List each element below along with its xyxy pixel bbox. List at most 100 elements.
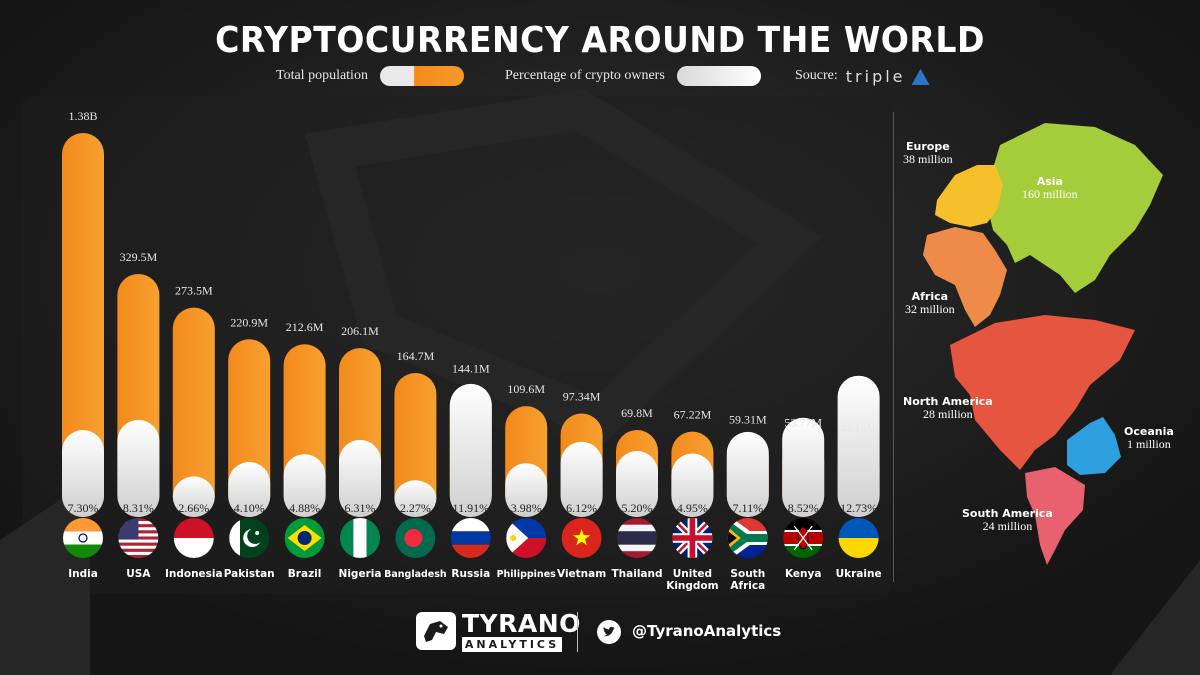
crypto-bar-ukraine xyxy=(837,375,880,517)
population-bar-india xyxy=(62,133,104,517)
russia-flag-icon xyxy=(450,518,491,558)
region-south-america-value: 24 million xyxy=(982,519,1033,533)
region-north-america-name: North America xyxy=(903,395,993,408)
india-flag-icon xyxy=(63,518,103,558)
region-south-america: South America 24 million xyxy=(962,507,1053,533)
crypto-bar-pakistan xyxy=(228,462,271,517)
category-label-ukraine: Ukraine xyxy=(836,568,882,580)
divider xyxy=(893,112,894,582)
crypto-label-south-africa: 7.11% xyxy=(733,501,764,515)
legend-crypto: Percentage of crypto owners xyxy=(505,64,761,88)
twitter-handle[interactable]: @TyranoAnalytics xyxy=(632,622,782,640)
region-south-america-name: South America xyxy=(962,507,1053,520)
bar-chart: 1.38B 7.30% India 329.5M 8.31% USA 273.5M 2.66%… xyxy=(62,109,882,592)
category-label-south-africa: South Africa xyxy=(730,568,765,592)
brazil-flag-icon xyxy=(284,518,325,558)
category-label-russia: Russia xyxy=(451,568,490,580)
nigeria-flag-icon xyxy=(340,518,380,558)
north-america-shape xyxy=(950,315,1135,470)
region-asia: Asia 160 million xyxy=(1022,175,1078,201)
crypto-label-united-kingdom: 4.95% xyxy=(677,501,708,515)
population-label-vietnam: 97.34M xyxy=(563,390,601,404)
south-america-shape xyxy=(1025,467,1085,565)
population-label-pakistan: 220.9M xyxy=(230,315,268,329)
brand-subtitle: ANALYTICS xyxy=(462,637,562,652)
region-asia-value: 160 million xyxy=(1022,187,1078,201)
region-africa: Africa 32 million xyxy=(905,290,955,316)
crypto-bar-india xyxy=(62,430,104,517)
region-africa-name: Africa xyxy=(911,290,949,303)
usa-flag-icon xyxy=(118,518,159,558)
crypto-label-indonesia: 2.66% xyxy=(178,501,209,515)
region-africa-value: 32 million xyxy=(905,302,955,316)
category-label-thailand: Thailand xyxy=(612,568,663,580)
asia-shape xyxy=(987,123,1163,293)
population-label-ukraine: 44.13M xyxy=(840,421,878,435)
population-label-indonesia: 273.5M xyxy=(175,284,213,298)
crypto-bar-brazil xyxy=(283,454,326,517)
crypto-bar-bangladesh xyxy=(394,480,437,517)
category-label-united-kingdom: United Kingdom xyxy=(666,568,718,592)
legend-population: Total population xyxy=(276,64,464,88)
footer-divider xyxy=(577,612,578,652)
population-label-india: 1.38B xyxy=(68,109,97,123)
region-europe: Europe 38 million xyxy=(903,140,953,166)
crypto-bar-usa xyxy=(117,419,160,517)
crypto-bar-south-africa xyxy=(726,431,769,517)
crypto-label-ukraine: 12.73% xyxy=(840,501,877,515)
region-north-america: North America 28 million xyxy=(903,395,993,421)
population-label-united-kingdom: 67.22M xyxy=(674,408,712,422)
crypto-bar-kenya xyxy=(782,417,825,517)
category-label-india: India xyxy=(68,568,98,580)
category-label-kenya: Kenya xyxy=(785,568,821,580)
africa-shape xyxy=(923,227,1007,327)
region-north-america-value: 28 million xyxy=(923,407,973,421)
brand-name: TYRANO xyxy=(462,609,581,638)
population-label-philippines: 109.6M xyxy=(507,382,545,396)
region-europe-name: Europe xyxy=(906,140,950,153)
crypto-bar-philippines xyxy=(505,463,548,517)
category-label-nigeria: Nigeria xyxy=(339,568,382,580)
population-label-brazil: 212.6M xyxy=(286,320,324,334)
oceania-shape xyxy=(1067,417,1121,475)
twitter-icon[interactable] xyxy=(597,620,621,644)
population-bar-bangladesh xyxy=(394,373,437,517)
population-label-south-africa: 59.31M xyxy=(729,412,767,426)
category-label-philippines: Philippines xyxy=(497,569,557,580)
world-map xyxy=(923,123,1163,565)
population-label-russia: 144.1M xyxy=(452,361,490,375)
category-label-usa: USA xyxy=(126,568,151,580)
crypto-label-pakistan: 4.10% xyxy=(234,501,265,515)
crypto-label-bangladesh: 2.27% xyxy=(400,501,431,515)
crypto-label-nigeria: 6.31% xyxy=(345,501,376,515)
region-asia-name: Asia xyxy=(1036,175,1063,188)
europe-shape xyxy=(935,165,1003,227)
legend-crypto-swatch xyxy=(676,66,761,86)
page-title: CRYPTOCURRENCY AROUND THE WORLD xyxy=(215,20,985,61)
bangladesh-flag-icon xyxy=(395,518,436,558)
category-label-vietnam: Vietnam xyxy=(557,568,606,580)
crypto-bar-indonesia xyxy=(172,476,215,517)
category-label-pakistan: Pakistan xyxy=(224,568,275,580)
crypto-bar-vietnam xyxy=(560,441,603,517)
crypto-bar-nigeria xyxy=(339,439,381,517)
vietnam-flag-icon xyxy=(561,518,602,558)
population-label-kenya: 53.77M xyxy=(784,416,822,430)
crypto-bar-thailand xyxy=(616,451,658,517)
source-logo-icon xyxy=(911,68,930,85)
crypto-label-philippines: 3.98% xyxy=(511,501,542,515)
crypto-label-india: 7.30% xyxy=(68,501,99,515)
population-label-thailand: 69.8M xyxy=(621,406,653,420)
category-label-indonesia: Indonesia xyxy=(165,568,223,580)
source-brand: triple xyxy=(845,66,906,86)
crypto-bar-russia xyxy=(449,383,492,517)
category-label-bangladesh: Bangladesh xyxy=(384,569,447,580)
pakistan-flag-icon xyxy=(229,518,270,558)
population-bar-indonesia xyxy=(172,307,215,517)
uk-flag-icon xyxy=(672,518,713,558)
crypto-label-thailand: 5.20% xyxy=(622,501,653,515)
tyrano-logo-icon xyxy=(416,612,456,650)
region-oceania: Oceania 1 million xyxy=(1124,425,1174,451)
ukraine-flag-icon xyxy=(838,518,879,558)
population-label-usa: 329.5M xyxy=(120,250,158,264)
